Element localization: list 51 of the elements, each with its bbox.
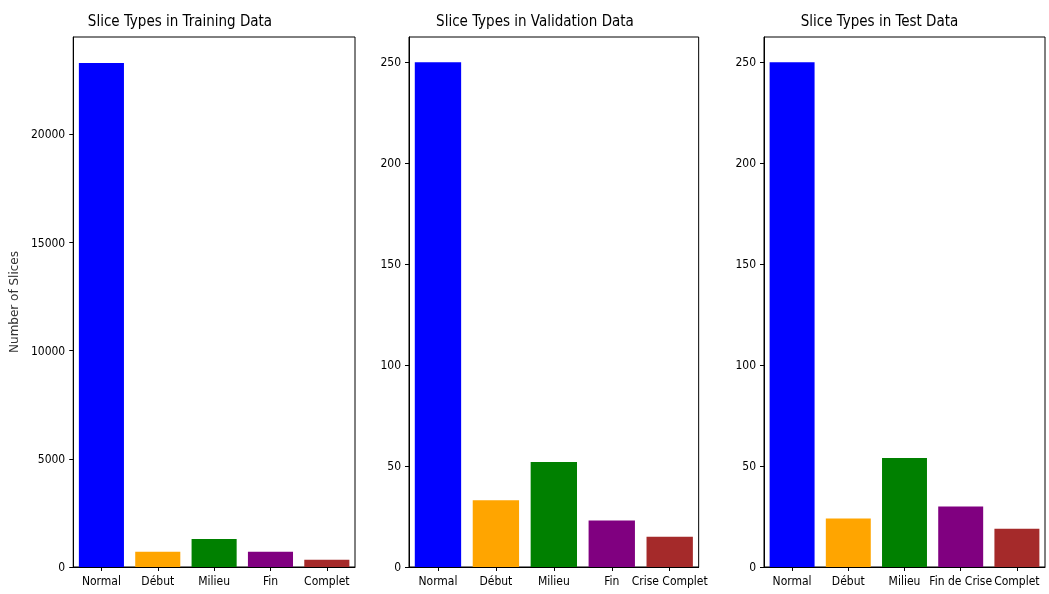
chart-title: Slice Types in Validation Data xyxy=(436,11,634,30)
y-tick-label: 150 xyxy=(380,257,402,272)
x-tick-label: Crise Complet xyxy=(631,574,708,588)
bar xyxy=(78,62,124,567)
bar xyxy=(191,538,237,567)
bar xyxy=(247,551,294,567)
bar xyxy=(882,457,927,567)
bar xyxy=(769,62,815,567)
x-tick-label: Fin xyxy=(262,574,279,588)
bar xyxy=(135,551,181,567)
x-tick-label: Fin xyxy=(604,574,620,588)
y-tick-label: 100 xyxy=(735,358,757,373)
x-tick-label: Milieu xyxy=(888,574,921,588)
bar xyxy=(472,500,520,567)
y-tick-label: 20000 xyxy=(30,127,66,142)
x-tick-label: Normal xyxy=(418,574,458,588)
y-tick-label: 100 xyxy=(380,358,402,373)
y-tick-label: 10000 xyxy=(30,343,66,358)
bar xyxy=(646,536,693,567)
x-tick-label: Normal xyxy=(81,574,121,588)
x-tick-label: Normal xyxy=(772,574,812,588)
bar xyxy=(825,518,871,567)
y-tick-label: 0 xyxy=(58,560,66,574)
y-tick-label: 0 xyxy=(394,560,402,574)
x-tick-label: Début xyxy=(141,574,175,588)
bar xyxy=(414,62,462,567)
bar xyxy=(994,528,1040,567)
x-tick-label: Début xyxy=(479,574,513,588)
y-tick-label: 15000 xyxy=(30,235,66,250)
y-tick-label: 250 xyxy=(380,55,402,70)
y-tick-label: 50 xyxy=(387,459,402,474)
x-tick-label: Fin de Crise xyxy=(929,574,993,588)
x-tick-label: Complet xyxy=(994,574,1040,588)
y-axis-title: Number of Slices xyxy=(7,251,21,353)
y-tick-label: 200 xyxy=(380,156,402,171)
chart-title: Slice Types in Training Data xyxy=(87,11,273,30)
x-tick-label: Milieu xyxy=(537,574,570,588)
y-tick-label: 0 xyxy=(749,560,757,574)
x-tick-label: Milieu xyxy=(198,574,231,588)
chart-title: Slice Types in Test Data xyxy=(800,11,959,30)
y-tick-label: 150 xyxy=(735,257,757,272)
y-tick-label: 5000 xyxy=(37,451,66,466)
x-tick-label: Complet xyxy=(304,574,350,588)
bar xyxy=(304,559,350,567)
y-tick-label: 50 xyxy=(742,459,757,474)
y-tick-label: 200 xyxy=(735,156,757,171)
bar xyxy=(588,520,635,567)
bar xyxy=(938,506,984,567)
y-tick-label: 250 xyxy=(735,55,757,70)
bar xyxy=(530,462,578,567)
x-tick-label: Début xyxy=(831,574,865,588)
